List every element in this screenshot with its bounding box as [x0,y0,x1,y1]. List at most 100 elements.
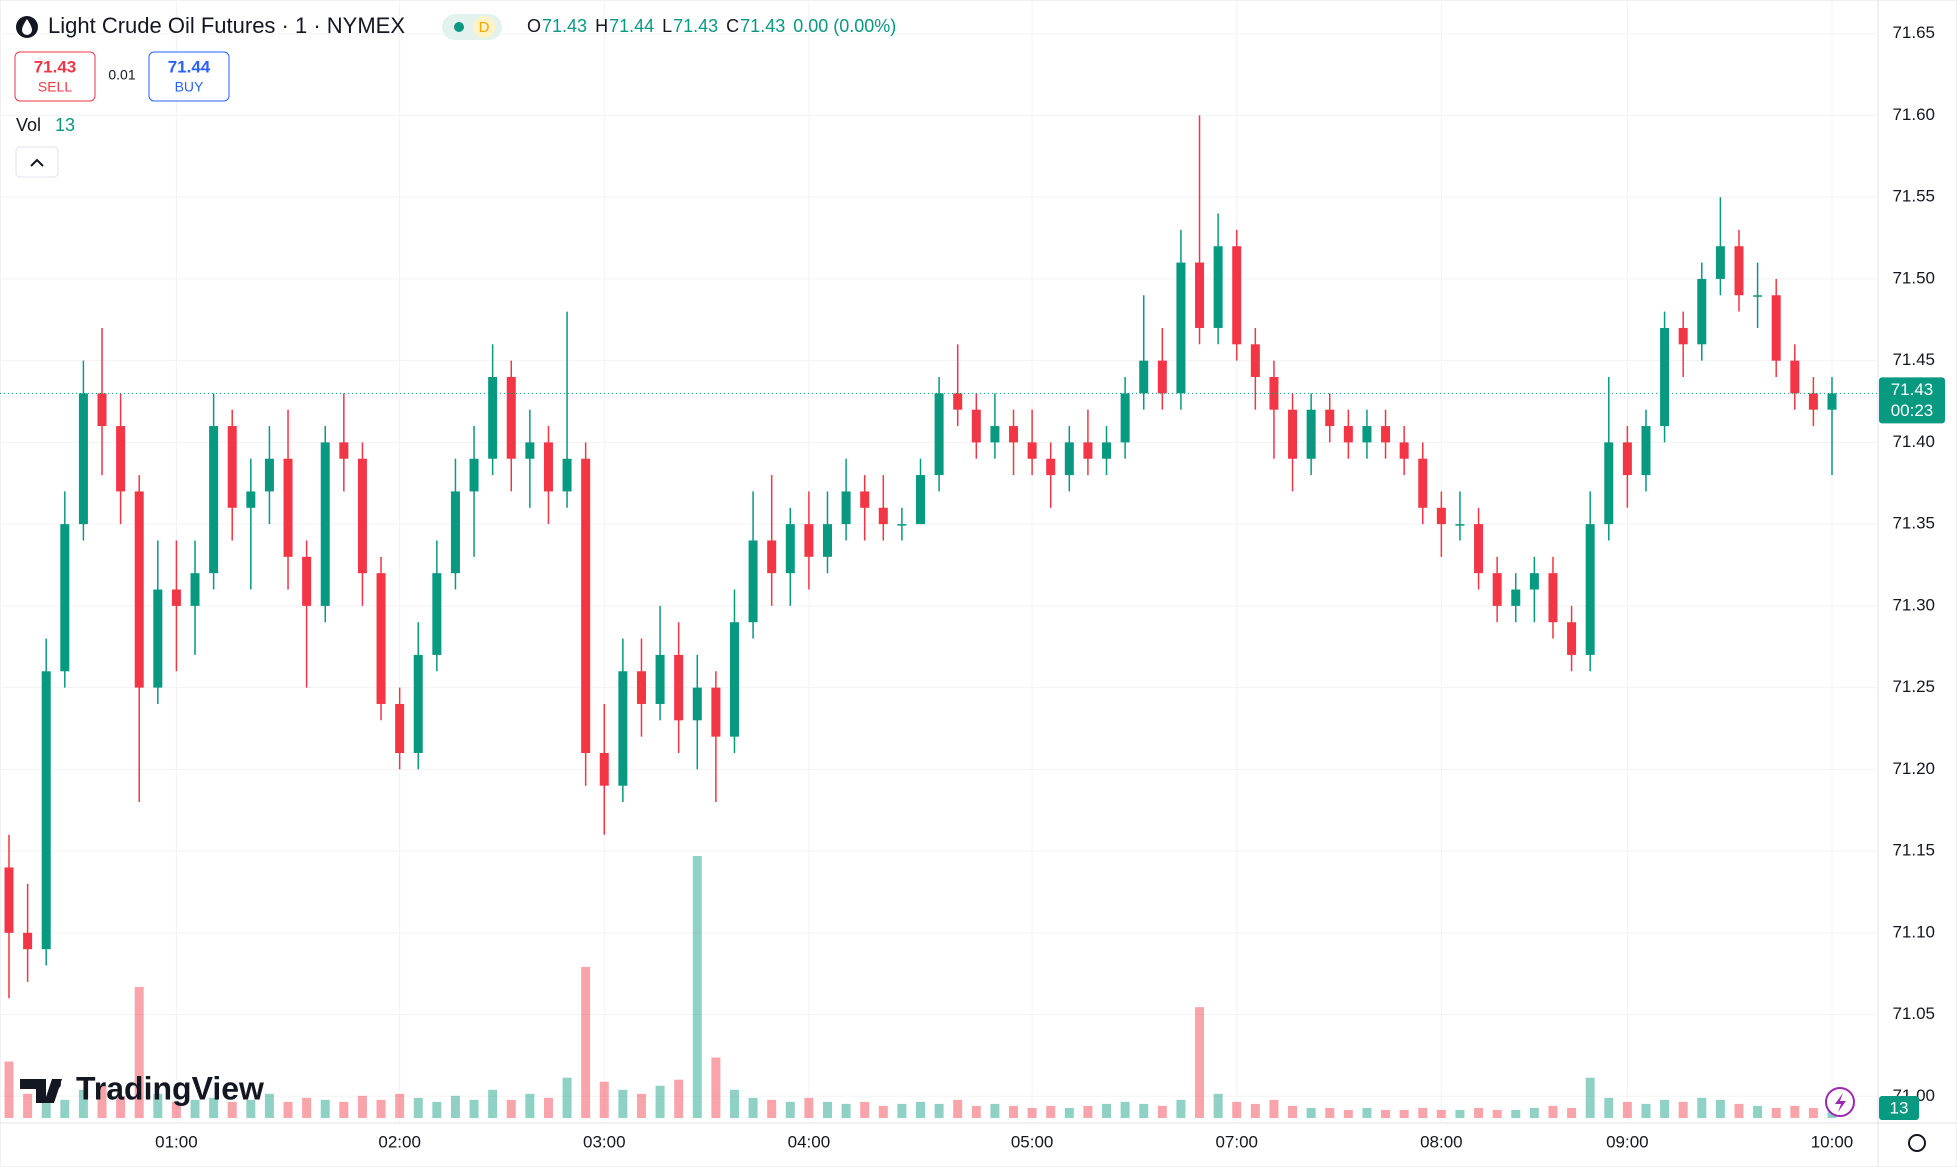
y-tick-label: 71.25 [1892,677,1935,696]
volume-bar [171,1101,181,1118]
volume-bar [934,1103,944,1118]
candle-body [302,556,312,606]
volume-bar [1288,1105,1298,1118]
y-tick-label: 71.10 [1892,922,1935,941]
candle-body [116,426,126,492]
candle-body [1641,426,1651,476]
volume-bar [4,1061,14,1118]
collapse-button[interactable] [15,146,59,178]
y-tick-label: 71.45 [1892,350,1935,369]
candle-body [1660,327,1670,427]
candle-body [1213,246,1223,328]
volume-bar [543,1097,553,1118]
volume-bar [1734,1103,1744,1118]
candle-body [1381,426,1391,443]
candle-body [767,540,777,574]
volume-bar [1604,1097,1614,1118]
volume-bar [748,1097,758,1118]
x-tick-label: 07:00 [1215,1132,1258,1151]
volume-bar [1529,1107,1539,1118]
candle-body [618,671,628,786]
candle-body [1083,442,1093,459]
candle-body [413,654,423,753]
candle-body [562,458,572,492]
candle-body [1734,246,1744,296]
volume-bar [60,1099,70,1118]
x-tick-label: 02:00 [378,1132,421,1151]
candle-body [246,491,256,508]
candle-body [488,377,498,459]
sell-button[interactable] [14,51,96,102]
brand-logo-dot [51,1079,61,1089]
candle-body [264,458,274,492]
volume-bar [953,1099,963,1118]
volume-bar [1418,1107,1428,1118]
volume-bar [525,1093,535,1118]
candle-body [897,524,907,526]
candle-body [78,393,88,525]
ohlc-key: O [527,16,541,36]
volume-bar [1139,1103,1149,1118]
candle-body [1269,377,1279,410]
candle-body [1027,442,1037,459]
volume-value: 13 [55,115,75,135]
change: 0.00 (0.00%) [793,16,896,36]
candle-body [376,573,386,704]
candle-body [1102,442,1112,459]
buy-label: BUY [175,79,204,95]
volume-bar [469,1099,479,1118]
candle-body [1790,360,1800,394]
volume-bar [413,1097,423,1118]
volume-bar [1120,1101,1130,1118]
candle-body [339,442,349,459]
candle-body [525,442,535,459]
candle-body [1176,262,1186,394]
ohlc-key: L [662,16,672,36]
volume-bar [767,1099,777,1118]
ohlc-key: H [595,16,608,36]
brand: TradingView [76,1070,264,1106]
candle-body [23,932,33,950]
settings-icon[interactable] [1908,1134,1926,1152]
volume-bar [227,1101,237,1118]
volume-bar [804,1097,814,1118]
sell-price: 71.43 [34,57,77,76]
candle-body [1306,409,1316,459]
candle-body [1548,573,1558,623]
volume-bar [1474,1107,1484,1118]
volume-bar [1046,1105,1056,1118]
x-tick-label: 10:00 [1811,1132,1854,1151]
volume-bar [1009,1105,1019,1118]
buy-button[interactable] [148,51,230,102]
volume-bar [209,1097,219,1118]
candle-body [209,426,219,574]
volume-bar [692,856,702,1118]
volume-bar [1195,1007,1205,1118]
candle-body [1771,295,1781,361]
candle-body [1064,442,1074,476]
volume-bar [116,1095,126,1118]
y-tick-label: 71.40 [1892,432,1935,451]
volume-bar [1697,1097,1707,1118]
candle-body [636,671,646,704]
candle-body [1325,409,1335,427]
badge[interactable]: D [479,19,490,36]
volume-label: Vol [16,115,41,135]
candle-body [171,589,181,606]
candle-body [543,442,553,492]
x-tick-label: 04:00 [788,1132,831,1151]
price-tag-value: 71.43 [1891,380,1934,399]
symbol-icon-drop [22,19,32,35]
y-tick-label: 71.30 [1892,595,1935,614]
volume-bar [23,1093,33,1118]
candle-body [1455,524,1465,526]
x-tick-label: 09:00 [1606,1132,1649,1151]
candle-body [990,426,1000,443]
candle-body [1046,458,1056,476]
candle-body [1436,507,1446,525]
grid [0,0,1878,1123]
candle-body [395,703,405,753]
volume-tag [1879,1096,1919,1120]
candle-body [1343,426,1353,443]
